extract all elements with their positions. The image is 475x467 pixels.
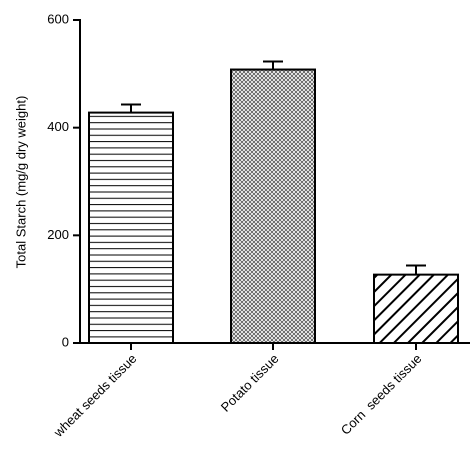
y-tick-label: 0 bbox=[62, 334, 69, 349]
y-tick-label: 600 bbox=[47, 11, 69, 26]
bar bbox=[373, 273, 459, 344]
y-tick-label: 200 bbox=[47, 227, 69, 242]
bar bbox=[230, 68, 316, 344]
y-tick-label: 400 bbox=[47, 119, 69, 134]
x-tick-label: Potato tissue bbox=[218, 351, 282, 415]
y-axis-label: Total Starch (mg/g dry weight) bbox=[13, 96, 28, 269]
x-tick-label: Corn seeds tissue bbox=[338, 351, 425, 438]
x-tick-label: wheat seeds tissue bbox=[50, 351, 140, 441]
bar bbox=[88, 111, 174, 344]
